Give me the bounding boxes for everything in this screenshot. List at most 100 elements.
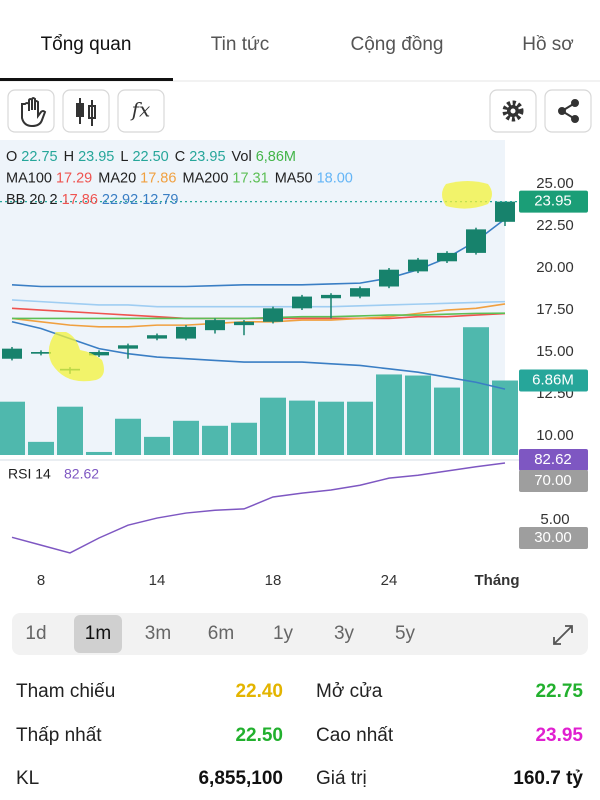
tab[interactable]: Cộng đồng xyxy=(351,34,444,55)
candle-button[interactable] xyxy=(62,89,110,133)
x-tick-label: 8 xyxy=(37,572,45,589)
volume-bar xyxy=(260,397,286,455)
stats-row: Tham chiếu 22.40 Mở cửa 22.75 xyxy=(0,670,600,714)
stats-row: KL 6,855,100 Giá trị 160.7 tỷ xyxy=(0,757,600,800)
last-price-tag: 23.95 xyxy=(534,193,572,210)
y-tick-label: 17.50 xyxy=(536,301,574,318)
range-button[interactable]: 1m xyxy=(85,623,111,644)
range-selected xyxy=(74,615,122,653)
x-tick-label: 14 xyxy=(149,572,166,589)
legend-value: 12.79 xyxy=(142,192,178,208)
range-button[interactable]: 1d xyxy=(25,623,46,644)
volume-tag-box xyxy=(519,369,588,392)
volume-bar xyxy=(86,451,112,455)
x-tick-label: Tháng xyxy=(475,572,520,589)
share-button[interactable] xyxy=(544,89,592,133)
settings-button[interactable] xyxy=(489,89,537,133)
x-tick-label: 24 xyxy=(381,572,398,589)
volume-bar xyxy=(57,406,83,455)
volume-bar xyxy=(376,374,402,455)
range-button[interactable]: 1y xyxy=(273,623,294,644)
volume-bar xyxy=(434,387,460,455)
legend-row: BB 20 2 17.86 22.92 12.79 xyxy=(6,192,178,208)
legend-value: 23.95 xyxy=(78,149,114,165)
candle-body xyxy=(263,308,283,322)
volume-bar xyxy=(202,425,228,455)
tab-underline xyxy=(0,78,173,81)
indicator-line xyxy=(11,303,506,328)
legend-label: MA100 xyxy=(6,170,52,186)
candle-body xyxy=(147,335,167,339)
stat-value: 23.95 xyxy=(535,724,583,746)
candle-icon xyxy=(76,98,96,126)
tab[interactable]: Tổng quan xyxy=(41,34,132,55)
y-tick-label: 22.50 xyxy=(536,217,574,234)
volume-bar xyxy=(144,436,170,455)
candle-body xyxy=(379,269,399,287)
x-tick-label: 18 xyxy=(265,572,282,589)
y-tick-label: 20.00 xyxy=(536,259,574,276)
last-price-tag-box xyxy=(519,190,588,213)
stats-row: Thấp nhất 22.50 Cao nhất 23.95 xyxy=(0,714,600,758)
legend-label: BB 20 2 xyxy=(6,192,58,208)
hand-icon xyxy=(21,97,47,128)
range-button[interactable]: 6m xyxy=(208,623,234,644)
legend-value: 17.31 xyxy=(232,170,268,186)
stat-cell: KL 6,855,100 xyxy=(16,757,283,800)
hand-button[interactable] xyxy=(7,89,55,133)
function-icon: fx xyxy=(130,98,151,122)
highlight-mark xyxy=(48,332,104,382)
legend-value: 22.50 xyxy=(132,149,168,165)
legend-value: 17.86 xyxy=(62,192,98,208)
settings-icon xyxy=(502,100,524,122)
legend-value: 18.00 xyxy=(317,170,353,186)
volume-bar xyxy=(115,418,141,455)
rsi-tag: 82.62 xyxy=(534,451,572,468)
legend-row: O 22.75 H 23.95 L 22.50 C 23.95 Vol 6,86M xyxy=(6,149,296,165)
volume-bar xyxy=(463,327,489,455)
stats-panel: Tham chiếu 22.40 Mở cửa 22.75 Thấp nhất 22.50… xyxy=(0,670,600,800)
indicator-line xyxy=(12,312,506,320)
candle-body xyxy=(466,229,486,253)
legend-label: O xyxy=(6,149,17,165)
tab[interactable]: Tin tức xyxy=(211,34,269,55)
volume-tag: 6.86M xyxy=(532,371,574,388)
function-button[interactable] xyxy=(117,89,165,133)
legend-value: 22.75 xyxy=(21,149,57,165)
candle-body xyxy=(321,294,341,299)
stat-value: 22.75 xyxy=(535,681,583,702)
stat-value: 22.40 xyxy=(235,681,283,702)
plot-layer xyxy=(0,201,518,554)
stat-label: KL xyxy=(16,768,40,789)
legend-value: 23.95 xyxy=(189,149,225,165)
range-button[interactable]: 5y xyxy=(395,623,416,644)
highlight-mark xyxy=(442,181,492,209)
legend-label: L xyxy=(120,149,128,165)
volume-bar xyxy=(231,422,257,455)
y-tick-label: 15.00 xyxy=(536,343,574,360)
legend-value: 17.86 xyxy=(140,170,176,186)
tab[interactable]: Hồ sơ xyxy=(522,34,574,55)
stat-cell: Mở cửa 22.75 xyxy=(316,670,583,714)
expand-icon[interactable] xyxy=(553,625,573,645)
y-tick-label: 25.00 xyxy=(536,175,574,192)
chart-screen: fx RSI 14 82.625.0010.0012.5015.0017.5020… xyxy=(0,34,600,655)
volume-bar xyxy=(28,441,54,455)
rsi-tick-box xyxy=(519,470,588,492)
legend-value: 6,86M xyxy=(256,149,296,165)
range-bar xyxy=(12,613,588,655)
legend-label: MA20 xyxy=(98,170,136,186)
share-icon xyxy=(558,99,579,123)
candle-body xyxy=(176,326,196,339)
legend-label: C xyxy=(175,149,185,165)
volume-bar xyxy=(347,401,373,455)
volume-bar xyxy=(289,400,315,455)
stat-value: 160.7 tỷ xyxy=(513,768,583,789)
legend-label: Vol xyxy=(232,149,252,165)
indicator-line xyxy=(11,299,506,308)
range-button[interactable]: 3m xyxy=(145,623,171,644)
stat-cell: Thấp nhất 22.50 xyxy=(16,714,283,758)
range-button[interactable]: 3y xyxy=(334,623,355,644)
stat-cell: Cao nhất 23.95 xyxy=(316,714,583,758)
